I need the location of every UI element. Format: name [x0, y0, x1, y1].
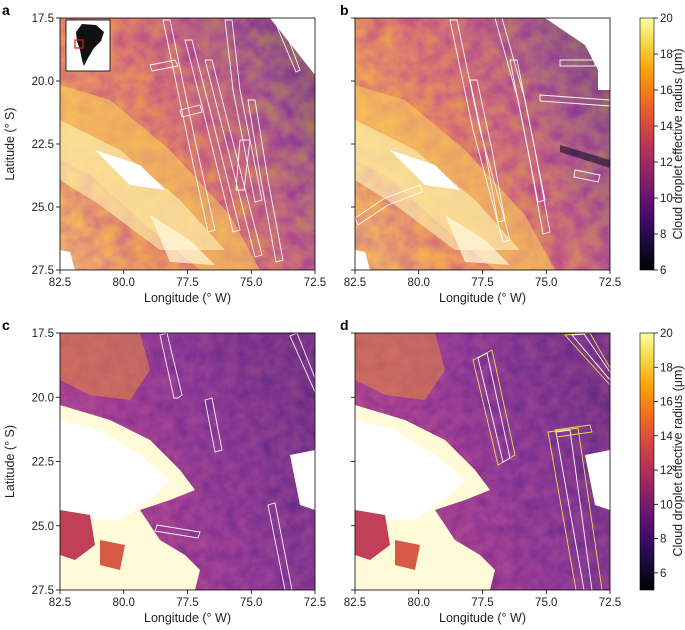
x-tick-label: 80.0 [113, 277, 135, 289]
x-axis-label: Longitude (° W) [439, 611, 526, 625]
inset-region-box [74, 39, 84, 49]
colorbar-tick-label: 10 [660, 499, 673, 511]
panel-d: d [340, 317, 611, 591]
colorbar-bottom-label: Cloud droplet effective radius (μm) [671, 365, 685, 556]
panel-d-tracks [472, 333, 610, 590]
colorbar-tick-label: 20 [660, 328, 673, 340]
x-tick-label: 77.5 [471, 597, 493, 609]
x-tick-label: 75.0 [240, 277, 262, 289]
x-axis-label: Longitude (° W) [144, 291, 231, 305]
panel-b: b [340, 2, 611, 271]
y-tick-label: 25.0 [32, 521, 54, 533]
x-axis-label: Longitude (° W) [439, 291, 526, 305]
colorbar-top: 6 8 10 12 14 16 18 20 Cloud droplet effective r… [639, 13, 685, 277]
x-tick-label: 77.5 [471, 277, 493, 289]
colorbar-tick-label: 20 [660, 13, 673, 25]
x-tick-label: 77.5 [176, 597, 198, 609]
x-tick-label: 72.5 [304, 277, 326, 289]
x-tick-label: 82.5 [49, 597, 71, 609]
colorbar-bottom: 6 8 10 12 14 16 18 20 Cloud droplet effective r… [639, 328, 685, 591]
panel-c-field [60, 333, 315, 590]
colorbar-tick-label: 6 [660, 265, 666, 277]
x-tick-label: 80.0 [408, 597, 430, 609]
colorbar-tick-label: 16 [660, 397, 673, 409]
x-tick-label: 82.5 [49, 277, 71, 289]
x-tick-label: 72.5 [304, 597, 326, 609]
colorbar-tick-label: 8 [660, 229, 666, 241]
x-tick-label: 72.5 [599, 277, 621, 289]
x-tick-label: 77.5 [176, 277, 198, 289]
colorbar-tick-label: 14 [660, 121, 673, 133]
x-axis-label: Longitude (° W) [144, 611, 231, 625]
x-tick-label: 82.5 [344, 597, 366, 609]
colorbar-tick-label: 8 [660, 534, 666, 546]
panel-b-field [355, 18, 610, 270]
y-tick-label: 17.5 [32, 328, 54, 340]
x-tick-label: 75.0 [535, 597, 557, 609]
panel-d-field [355, 333, 610, 590]
y-tick-label: 25.0 [32, 202, 54, 214]
colorbar-tick-label: 16 [660, 85, 673, 97]
panel-c-label: c [2, 317, 10, 333]
colorbar-tick-label: 12 [660, 157, 673, 169]
colorbar-tick-label: 12 [660, 465, 673, 477]
panel-a-tracks [149, 19, 301, 263]
x-tick-label: 80.0 [113, 597, 135, 609]
x-tick-label: 72.5 [599, 597, 621, 609]
y-axis-label: Latitude (° S) [3, 425, 17, 498]
colorbar-top-label: Cloud droplet effective radius (μm) [671, 48, 685, 239]
colorbar-tick-label: 18 [660, 362, 673, 374]
y-tick-label: 20.0 [32, 76, 54, 88]
y-tick-label: 27.5 [32, 585, 54, 597]
panel-c: c [2, 317, 316, 591]
panel-a-label: a [2, 2, 10, 18]
colorbar-tick-label: 18 [660, 49, 673, 61]
y-tick-label: 17.5 [32, 13, 54, 25]
x-tick-label: 80.0 [408, 277, 430, 289]
panel-a: a [2, 2, 316, 271]
y-tick-label: 22.5 [32, 457, 54, 469]
colorbar-tick-label: 14 [660, 431, 673, 443]
x-tick-label: 75.0 [535, 277, 557, 289]
panel-b-tracks [355, 18, 610, 243]
x-tick-label: 75.0 [240, 597, 262, 609]
colorbar-tick-label: 10 [660, 193, 673, 205]
y-tick-label: 20.0 [32, 392, 54, 404]
panel-a-inset [65, 19, 111, 72]
y-tick-label: 27.5 [32, 265, 54, 277]
panel-b-label: b [340, 2, 349, 18]
colorbar-tick-label: 6 [660, 568, 666, 580]
panel-d-label: d [340, 317, 349, 333]
x-tick-label: 82.5 [344, 277, 366, 289]
y-tick-label: 22.5 [32, 139, 54, 151]
panel-c-tracks [154, 333, 315, 590]
y-axis-label: Latitude (° S) [3, 107, 17, 180]
